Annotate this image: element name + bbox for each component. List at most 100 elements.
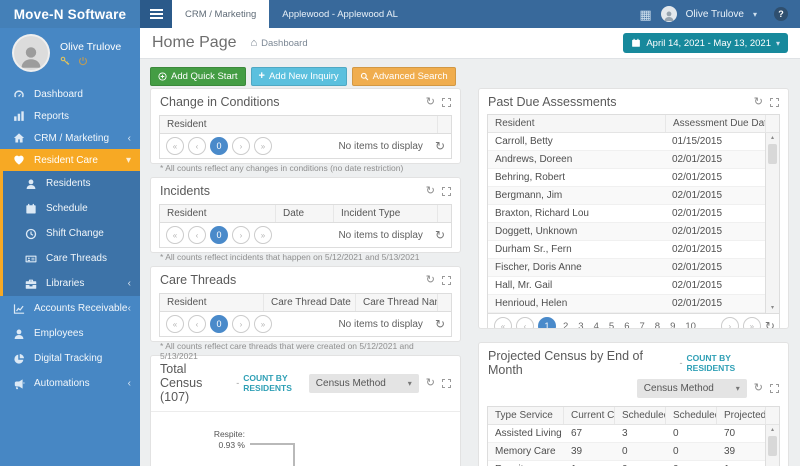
expand-icon[interactable] <box>770 384 779 393</box>
table-row[interactable]: Andrews, Doreen 02/01/2015 <box>488 151 765 169</box>
advanced-search-button[interactable]: Advanced Search <box>351 67 456 86</box>
sidebar-item-libraries[interactable]: Libraries ‹ <box>3 271 140 296</box>
scroll-up-icon[interactable]: ▴ <box>770 427 774 433</box>
sidebar-item-schedule[interactable]: Schedule <box>3 196 140 221</box>
last-page-button[interactable]: » <box>254 315 272 333</box>
refresh-icon[interactable]: ↻ <box>425 376 435 389</box>
table-row[interactable]: Bergmann, Jim 02/01/2015 <box>488 187 765 205</box>
expand-icon[interactable] <box>442 97 451 107</box>
table-row[interactable]: Doggett, Unknown 02/01/2015 <box>488 223 765 241</box>
refresh-icon[interactable]: ↻ <box>764 319 775 329</box>
sidebar-item-residents[interactable]: Residents <box>3 171 140 196</box>
column-header-scheduled-2[interactable]: Scheduled ... <box>666 407 717 424</box>
page-2-button[interactable]: 2 <box>563 320 569 329</box>
refresh-icon[interactable]: ↻ <box>425 273 435 286</box>
column-header-care-thread-name[interactable]: Care Thread Name <box>356 294 438 311</box>
prev-page-button[interactable]: ‹ <box>516 317 534 328</box>
sidebar-item-automations[interactable]: Automations ‹ <box>0 371 140 396</box>
next-page-button[interactable]: › <box>232 226 250 244</box>
vertical-scrollbar[interactable]: ▴ ▾ <box>765 425 779 466</box>
next-page-button[interactable]: › <box>232 315 250 333</box>
expand-icon[interactable] <box>770 97 779 107</box>
column-header-current-census[interactable]: Current Cen... <box>564 407 615 424</box>
page-10-button[interactable]: 10 <box>685 320 696 329</box>
help-button[interactable]: ? <box>774 7 788 21</box>
scroll-down-icon[interactable]: ▾ <box>770 305 774 311</box>
first-page-button[interactable]: « <box>166 137 184 155</box>
table-row[interactable]: Hall, Mr. Gail 02/01/2015 <box>488 277 765 295</box>
table-row[interactable]: Memory Care 39 0 0 39 <box>488 443 765 461</box>
scroll-up-icon[interactable]: ▴ <box>770 135 774 141</box>
sidebar-item-digital-tracking[interactable]: Digital Tracking <box>0 346 140 371</box>
vertical-scrollbar[interactable]: ▴ ▾ <box>765 133 779 313</box>
prev-page-button[interactable]: ‹ <box>188 226 206 244</box>
column-header-care-thread-date[interactable]: Care Thread Date <box>264 294 356 311</box>
next-page-button[interactable]: › <box>720 317 739 328</box>
column-header-type-service[interactable]: Type Service <box>488 407 564 424</box>
table-row[interactable]: Behring, Robert 02/01/2015 <box>488 169 765 187</box>
next-page-button[interactable]: › <box>232 137 250 155</box>
page-7-button[interactable]: 7 <box>639 320 645 329</box>
page-6-button[interactable]: 6 <box>624 320 630 329</box>
add-new-inquiry-button[interactable]: + Add New Inquiry <box>250 67 347 86</box>
more-pages-button[interactable]: ... <box>705 320 714 329</box>
table-row[interactable]: Assisted Living 67 3 0 70 <box>488 425 765 443</box>
sidebar-toggle-button[interactable] <box>140 0 172 28</box>
page-9-button[interactable]: 9 <box>670 320 676 329</box>
sidebar-item-reports[interactable]: Reports <box>0 105 140 127</box>
current-page-button[interactable]: 0 <box>210 226 228 244</box>
date-range-button[interactable]: April 14, 2021 - May 13, 2021 ▾ <box>623 33 788 53</box>
first-page-button[interactable]: « <box>166 315 184 333</box>
current-page-button[interactable]: 0 <box>210 137 228 155</box>
apps-grid-icon[interactable]: ▦ <box>639 6 652 22</box>
sidebar-item-crm-marketing[interactable]: CRM / Marketing ‹ <box>0 127 140 149</box>
current-page-button[interactable]: 0 <box>210 315 228 333</box>
column-header-resident[interactable]: Resident <box>488 115 666 132</box>
column-header-assessment-due-date[interactable]: Assessment Due Date <box>666 115 766 132</box>
column-header-resident[interactable]: Resident <box>160 294 264 311</box>
refresh-icon[interactable]: ↻ <box>753 95 763 108</box>
count-by-residents-link[interactable]: COUNT BY RESIDENTS <box>243 373 292 393</box>
page-8-button[interactable]: 8 <box>654 320 661 329</box>
refresh-icon[interactable]: ↻ <box>753 382 763 394</box>
census-method-dropdown[interactable]: Census Method ▾ <box>308 373 419 393</box>
scrollbar-thumb[interactable] <box>768 144 777 164</box>
last-page-button[interactable]: » <box>254 226 272 244</box>
count-by-residents-link[interactable]: COUNT BY RESIDENTS <box>686 353 736 373</box>
last-page-button[interactable]: » <box>742 317 761 328</box>
prev-page-button[interactable]: ‹ <box>188 315 206 333</box>
user-name[interactable]: Olive Trulove <box>685 8 744 20</box>
first-page-button[interactable]: « <box>166 226 184 244</box>
expand-icon[interactable] <box>442 186 451 196</box>
sidebar-item-shift-change[interactable]: Shift Change <box>3 221 140 246</box>
census-method-dropdown[interactable]: Census Method ▾ <box>636 379 747 398</box>
add-quick-start-button[interactable]: Add Quick Start <box>150 67 246 86</box>
table-row[interactable]: Fischer, Doris Anne 02/01/2015 <box>488 259 765 277</box>
column-header-incident-type[interactable]: Incident Type <box>334 205 438 222</box>
prev-page-button[interactable]: ‹ <box>188 137 206 155</box>
page-1-button[interactable]: 1 <box>538 317 556 328</box>
table-row[interactable]: Carroll, Betty 01/15/2015 <box>488 133 765 151</box>
refresh-icon[interactable]: ↻ <box>434 317 445 331</box>
key-icon[interactable] <box>60 56 70 66</box>
sidebar-item-care-threads[interactable]: Care Threads <box>3 246 140 271</box>
table-row[interactable]: Henrioud, Helen 02/01/2015 <box>488 295 765 313</box>
scrollbar-thumb[interactable] <box>768 436 777 456</box>
column-header-projected-census[interactable]: Projected C... <box>717 407 766 424</box>
sidebar-item-resident-care[interactable]: Resident Care ▾ <box>0 149 140 171</box>
refresh-icon[interactable]: ↻ <box>425 95 435 108</box>
expand-icon[interactable] <box>442 378 451 388</box>
column-header-resident[interactable]: Resident <box>160 116 438 133</box>
refresh-icon[interactable]: ↻ <box>434 228 445 242</box>
table-row[interactable]: Braxton, Richard Lou 02/01/2015 <box>488 205 765 223</box>
sidebar-item-employees[interactable]: Employees <box>0 321 140 346</box>
page-3-button[interactable]: 3 <box>578 320 584 329</box>
power-icon[interactable] <box>78 56 88 66</box>
tab-applewood[interactable]: Applewood - Applewood AL <box>269 0 411 28</box>
first-page-button[interactable]: « <box>494 317 512 328</box>
last-page-button[interactable]: » <box>254 137 272 155</box>
tab-crm-marketing[interactable]: CRM / Marketing <box>172 0 270 28</box>
refresh-icon[interactable]: ↻ <box>425 184 435 197</box>
page-4-button[interactable]: 4 <box>593 320 599 329</box>
refresh-icon[interactable]: ↻ <box>434 139 445 153</box>
